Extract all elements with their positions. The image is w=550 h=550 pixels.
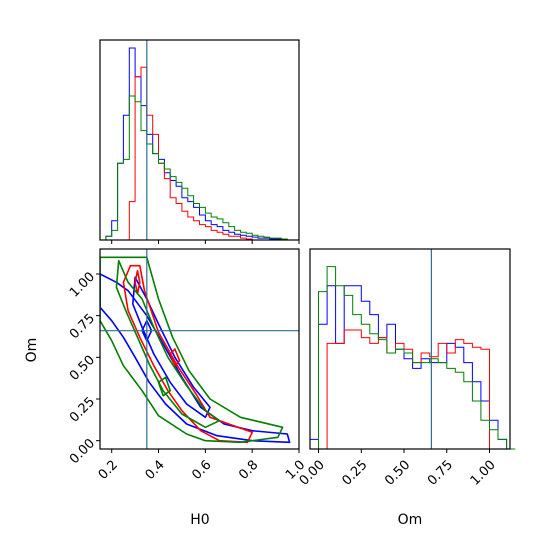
joint-frame [99,248,300,450]
contour-series-2-level-3 [169,348,181,367]
h0-hist-series-2 [105,66,294,241]
contour-series-3-level-1 [100,256,284,444]
om-hist-frame [309,248,511,450]
h0-om-contour-panel: 0.2 0.4 0.6 0.8 1.00.000.250.500.751.00 [67,248,308,483]
contour-series-1-level-2 [132,276,211,419]
joint-xtick-label: 0.8 [236,458,261,483]
joint-xtick-label: 0.4 [143,458,168,483]
x-axis-label-om: Om [398,512,423,528]
om-hist-xtick-label: 1.00 [468,458,499,489]
om-hist-xtick-label: 0.75 [425,458,456,489]
y-axis-label-om: Om [24,338,40,363]
om-hist-series-1 [309,285,516,450]
om-hist-series-2 [310,329,516,450]
contour-series-2-level-1 [122,264,253,444]
joint-ytick-label: 0.00 [67,436,98,467]
om-hist-xtick-label: 0.50 [382,458,413,489]
joint-ytick-label: 0.25 [67,394,98,425]
joint-ytick-label: 0.75 [67,311,98,342]
x-axis-label-h0: H0 [190,512,209,528]
joint-ytick-label: 0.50 [67,353,98,384]
joint-xtick-label: 0.6 [189,458,214,483]
contour-series-1-level-1 [100,273,291,444]
contour-series-3-level-3 [157,376,171,397]
joint-ytick-label: 1.00 [67,269,98,300]
axis-labels: H0 Om Om [24,338,422,528]
om-marginal-histogram: 0.00 0.25 0.50 0.75 1.00 [297,248,516,489]
om-hist-series-3 [310,266,516,450]
om-hist-xtick-label: 0.25 [339,458,370,489]
h0-hist-frame [99,39,300,241]
h0-hist-series-3 [105,95,294,241]
joint-xtick-label: 0.2 [96,458,121,483]
contour-series-3-level-2 [115,259,221,429]
h0-hist-series-1 [105,47,294,241]
contour-series-2-level-2 [134,269,141,295]
h0-marginal-histogram [99,39,300,244]
